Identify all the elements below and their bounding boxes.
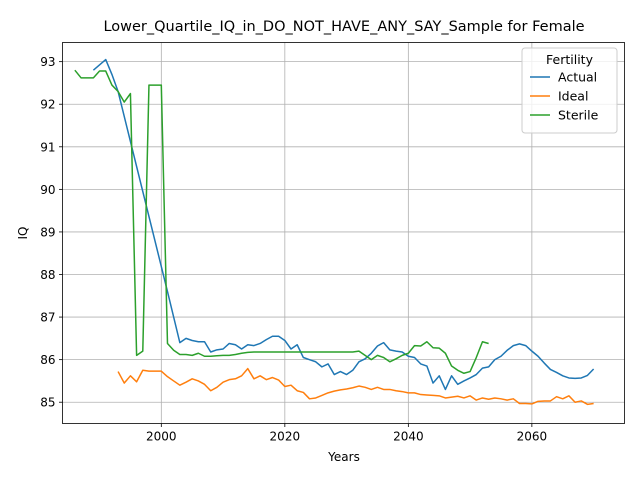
legend-title: Fertility	[546, 52, 594, 67]
x-axis-ticks: 2000 2020 2040 2060	[146, 423, 548, 444]
y-tick-label: 87	[40, 311, 55, 325]
x-axis-label: Years	[327, 450, 360, 464]
legend-entry-ideal: Ideal	[558, 89, 588, 104]
series-lines	[74, 58, 595, 406]
y-tick-label: 85	[40, 396, 55, 410]
y-tick-label: 91	[40, 140, 55, 154]
plot-area-frame	[62, 42, 625, 424]
x-tick-label: 2060	[517, 430, 548, 444]
y-tick-label: 88	[40, 268, 55, 282]
series-line-actual	[92, 58, 595, 391]
y-tick-label: 86	[40, 353, 55, 367]
legend-entry-sterile: Sterile	[558, 108, 599, 123]
legend: Fertility Actual Ideal Sterile	[521, 47, 618, 134]
y-tick-label: 92	[40, 98, 55, 112]
y-tick-label: 90	[40, 183, 55, 197]
x-tick-label: 2020	[270, 430, 301, 444]
legend-box	[521, 47, 618, 134]
y-tick-label: 89	[40, 225, 55, 239]
series-line-ideal	[117, 367, 594, 406]
y-axis-ticks: 85 86 87 88 89 90 91 92 93	[40, 55, 63, 410]
legend-entry-actual: Actual	[558, 70, 597, 85]
y-axis-label: IQ	[16, 227, 30, 240]
x-tick-label: 2000	[146, 430, 177, 444]
series-line-sterile	[74, 69, 489, 375]
y-tick-label: 93	[40, 55, 55, 69]
x-tick-label: 2040	[393, 430, 424, 444]
chart-title: Lower_Quartile_IQ_in_DO_NOT_HAVE_ANY_SAY…	[103, 19, 584, 35]
